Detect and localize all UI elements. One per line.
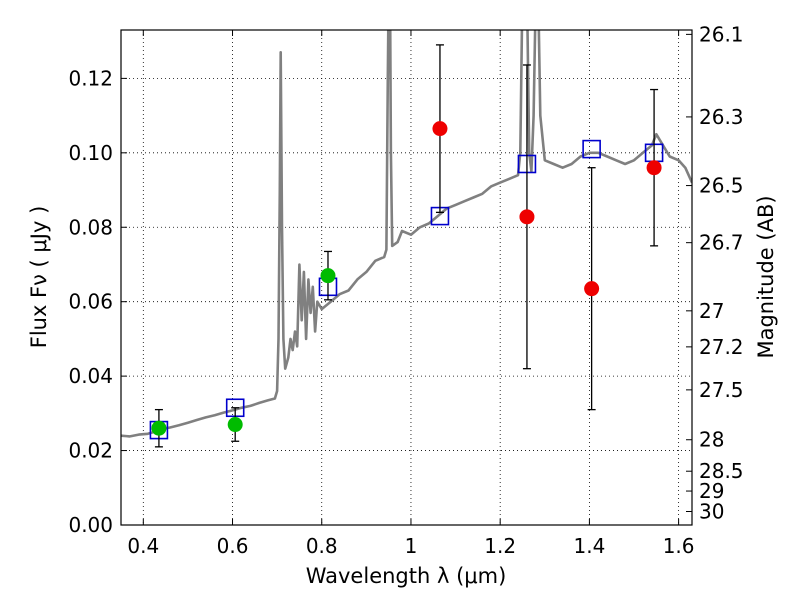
right-tick-label: 28.5 — [699, 459, 744, 483]
y-tick-label: 0.06 — [68, 290, 113, 314]
right-tick-label: 27.5 — [699, 378, 744, 402]
x-tick-label: 0.8 — [306, 534, 338, 558]
x-tick-label: 1.6 — [663, 534, 695, 558]
observed-point — [646, 160, 662, 176]
observed-point — [584, 281, 600, 297]
right-tick-label: 26.5 — [699, 174, 744, 198]
model-square-point — [582, 139, 601, 159]
y-tick-label: 0.02 — [68, 439, 113, 463]
spectrum-line — [121, 30, 692, 438]
right-tick-label: 26.3 — [699, 105, 744, 129]
x-tick-label: 1.4 — [573, 534, 605, 558]
y-axis-label: Flux Fν ( μJy ) — [27, 206, 51, 349]
spectrum-layer — [121, 30, 692, 438]
y-tick-label: 0.10 — [68, 141, 113, 165]
right-tick-label: 26.7 — [699, 231, 744, 255]
x-tick-label: 0.4 — [127, 534, 159, 558]
y-tick-label: 0.00 — [68, 513, 113, 537]
right-tick-label: 29 — [699, 479, 724, 503]
x-tick-label: 1.2 — [484, 534, 516, 558]
right-tick-label: 27 — [699, 299, 724, 323]
observed-point — [432, 121, 448, 137]
observed-point — [227, 417, 243, 433]
right-tick-label: 26.1 — [699, 22, 744, 46]
x-tick-label: 1 — [405, 534, 418, 558]
plot-frame — [120, 29, 693, 526]
grid — [121, 30, 692, 526]
y-tick-label: 0.12 — [68, 66, 113, 90]
right-axis-label: Magnitude (AB) — [754, 195, 778, 358]
observed-point — [151, 420, 167, 436]
right-tick-label: 30 — [699, 499, 724, 523]
x-axis-label: Wavelength λ (μm) — [306, 564, 507, 588]
plot-background — [121, 30, 692, 525]
x-tick-label: 0.6 — [217, 534, 249, 558]
right-tick-label: 27.2 — [699, 335, 744, 359]
right-tick-label: 28 — [699, 428, 724, 452]
observed-point — [320, 268, 336, 284]
observed-point — [519, 209, 535, 225]
data-marks — [149, 44, 664, 448]
y-tick-label: 0.08 — [68, 215, 113, 239]
y-tick-label: 0.04 — [68, 364, 113, 388]
ticks: 0.4 0.6 0.8 1 1.2 1.4 1.6 0.00 0.02 0.04 0.06 0.08 0… — [68, 22, 743, 558]
